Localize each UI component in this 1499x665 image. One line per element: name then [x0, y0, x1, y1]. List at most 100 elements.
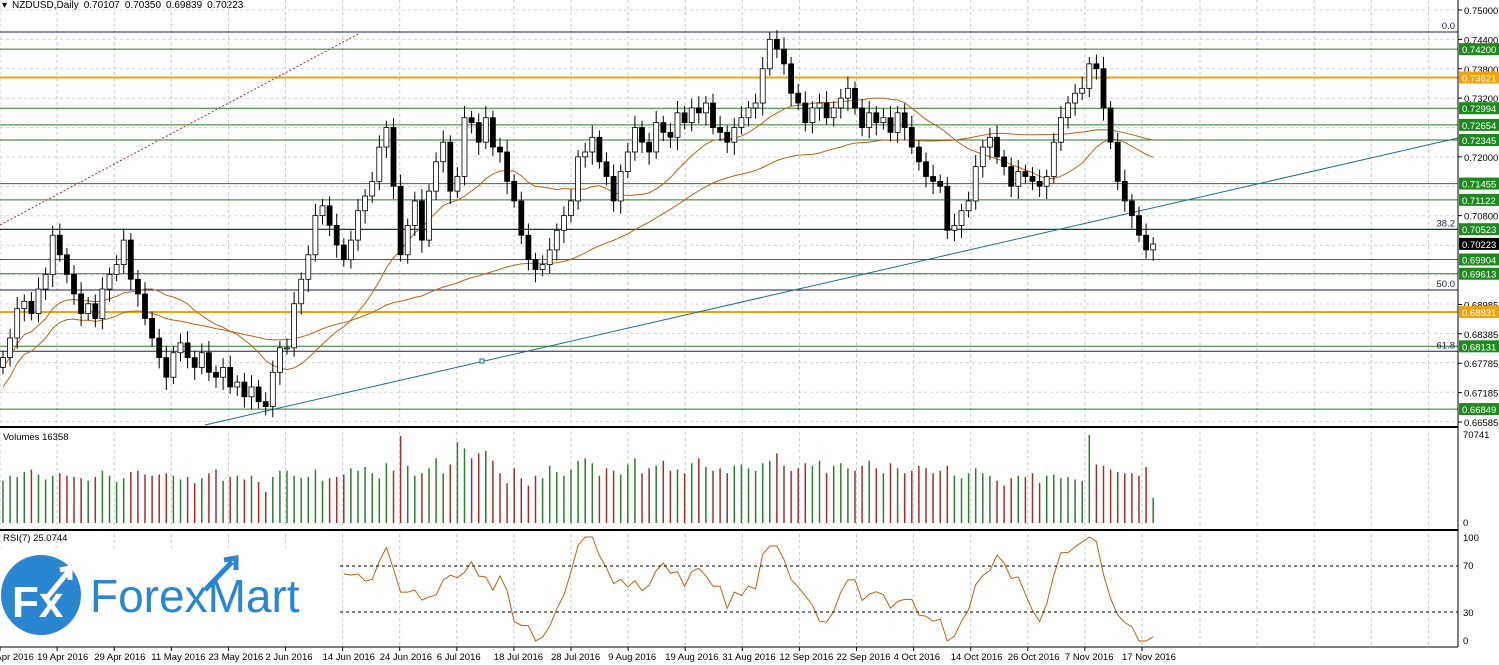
bear-candle: [695, 107, 702, 114]
low-value: 0.69839: [166, 0, 203, 11]
fibo-label: 0.0: [1442, 21, 1455, 32]
bull-candle: [14, 308, 21, 339]
bull-candle: [42, 273, 49, 290]
bull-candle: [170, 352, 177, 378]
bear-candle: [710, 102, 716, 128]
level-price-label: 0.71122: [1462, 196, 1496, 207]
bull-candle: [49, 234, 56, 275]
date-label: 24 Jun 2016: [380, 652, 432, 663]
bull-candle: [1043, 176, 1050, 187]
bull-candle: [894, 112, 901, 133]
bull-candle: [376, 146, 383, 182]
bull-candle: [688, 107, 695, 124]
bull-candle: [958, 210, 965, 226]
price-tick-label: 0.73200: [1464, 94, 1498, 105]
bull-candle: [276, 347, 283, 373]
date-label: 22 Sep 2016: [837, 652, 891, 663]
rsi-label: RSI(7) 25.0744: [3, 533, 67, 544]
bull-candle: [120, 239, 127, 265]
bull-candle: [745, 107, 752, 119]
level-price-label: 0.72654: [1462, 121, 1496, 132]
rsi-polyline: [343, 536, 1154, 642]
bear-candle: [163, 357, 170, 378]
date-label: 19 Apr 2016: [37, 652, 88, 663]
bear-candle: [56, 234, 63, 256]
date-label: 2 Jun 2016: [266, 652, 313, 663]
date-label: 9 Aug 2016: [608, 652, 656, 663]
bear-candle: [205, 352, 212, 373]
bear-candle: [397, 185, 404, 256]
bear-candle: [28, 300, 35, 314]
bear-candle: [134, 278, 141, 295]
bull-candle: [248, 386, 255, 398]
bull-candle: [404, 225, 411, 256]
bear-candle: [795, 92, 802, 104]
bull-candle: [1050, 141, 1057, 177]
bear-candle: [1136, 215, 1142, 236]
blue-trendline[interactable]: [204, 137, 1459, 426]
horizontal-levels: 0.0 38.2 50.0 61.8: [0, 21, 1458, 410]
bear-candle: [1001, 156, 1007, 168]
bull-candle: [553, 229, 560, 251]
bull-candle: [674, 112, 681, 138]
bull-candle: [234, 381, 241, 388]
bull-candle: [298, 278, 305, 305]
bear-candle: [468, 117, 475, 124]
chart-header: ▾ NZDUSD,Daily 0.70107 0.70350 0.69839 0.7022…: [2, 0, 248, 11]
bear-candle: [191, 357, 198, 368]
bear-candle: [1029, 176, 1036, 182]
price-tick-label: 0.67785: [1464, 359, 1498, 370]
grid: [0, 0, 1458, 647]
bull-candle: [1058, 117, 1064, 143]
bear-candle: [326, 205, 333, 226]
bear-candle: [724, 131, 731, 143]
bull-candle: [979, 146, 986, 168]
level-price-label: 0.66849: [1462, 405, 1496, 416]
bull-candle: [7, 337, 13, 359]
dropdown-triangle-icon[interactable]: ▾: [2, 0, 8, 11]
bear-candle: [262, 401, 269, 407]
bear-candle: [447, 141, 454, 192]
volume-label: Volumes 16358: [3, 432, 69, 443]
candles: [0, 30, 1157, 418]
current-price-label: 0.70223: [1462, 240, 1496, 251]
level-price-tag: [1459, 102, 1499, 115]
level-price-label: 0.72994: [1462, 104, 1496, 115]
date-label: 31 Aug 2016: [722, 652, 775, 663]
bull-candle: [546, 249, 553, 265]
date-label: 29 Apr 2016: [94, 652, 145, 663]
level-price-tag: [1459, 43, 1499, 56]
bull-candle: [305, 254, 312, 280]
date-label: 7 Apr 2016: [0, 652, 34, 663]
trendline-handle[interactable]: [479, 358, 485, 364]
date-label: 18 Jul 2016: [494, 652, 543, 663]
bull-candle: [738, 117, 745, 128]
rsi-level-70: 70: [1463, 561, 1474, 572]
bull-candle: [1065, 102, 1071, 119]
date-label: 11 May 2016: [151, 652, 205, 663]
bear-candle: [1093, 63, 1100, 70]
current-price-tag: [1459, 237, 1499, 250]
bull-candle: [0, 357, 6, 368]
date-label: 14 Oct 2016: [951, 652, 1003, 663]
level-price-tag: [1459, 193, 1499, 206]
bull-candle: [561, 215, 567, 231]
rsi-level-0: 0: [1463, 636, 1468, 647]
bear-candle: [227, 367, 234, 388]
bear-candle: [859, 107, 865, 128]
logo-text-arrow-icon: [203, 555, 239, 592]
date-label: 12 Sep 2016: [779, 652, 833, 663]
bear-candle: [646, 141, 652, 153]
price-tick-label: 0.68385: [1464, 330, 1498, 341]
bull-candle: [355, 210, 361, 241]
bear-candle: [333, 225, 340, 246]
price-tick-label: 0.68985: [1464, 300, 1498, 311]
bull-candle: [845, 87, 851, 99]
bear-candle: [64, 254, 70, 275]
dotted-trendline[interactable]: [0, 32, 361, 226]
bear-candle: [475, 122, 482, 143]
bear-candle: [489, 117, 496, 148]
bear-candle: [781, 48, 787, 65]
